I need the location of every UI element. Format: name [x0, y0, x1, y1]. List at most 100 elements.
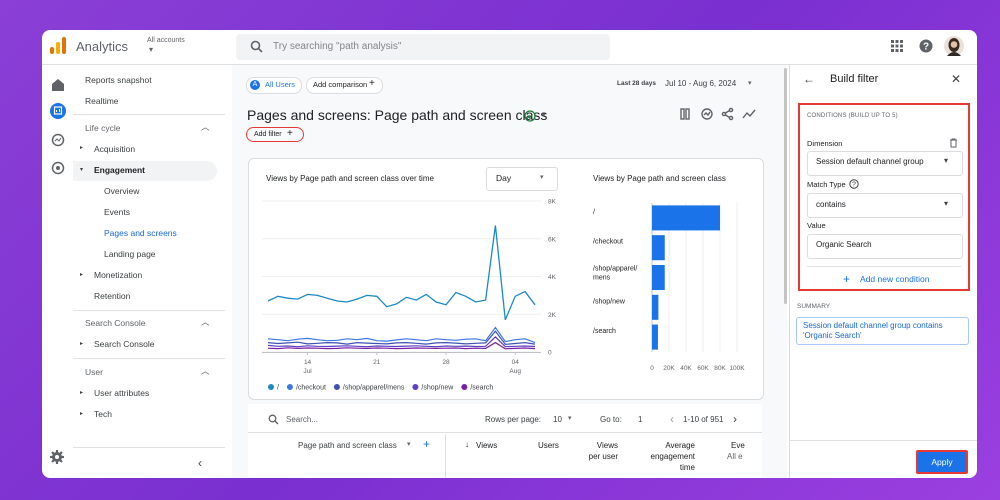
nav-item[interactable]: Tech — [94, 409, 112, 419]
y-tick-label: /search — [593, 328, 616, 335]
report-title: Pages and screens: Page path and screen … — [247, 107, 548, 123]
y-tick-label-line: /shop/apparel/ — [593, 266, 637, 273]
plus-icon: + — [369, 78, 375, 89]
series-line — [267, 341, 536, 350]
title-caret[interactable]: ▾ — [542, 112, 546, 119]
y-tick-label: / — [593, 209, 595, 216]
series-line — [267, 225, 536, 321]
search-placeholder: Try searching "path analysis" — [273, 41, 402, 52]
go-to[interactable]: 1 — [638, 415, 643, 424]
legend-label: /search — [470, 385, 493, 392]
chart-title: Views by Page path and screen class over… — [266, 174, 434, 183]
account-caret[interactable]: ▾ — [149, 45, 154, 54]
select-caret[interactable]: ▾ — [407, 441, 411, 448]
bar — [652, 235, 665, 261]
nav-subitem[interactable]: Events — [104, 207, 130, 217]
column-header[interactable]: Users — [538, 441, 559, 450]
x-tick-label: 100K — [729, 365, 745, 372]
add-dimension[interactable]: + — [423, 437, 431, 451]
column-header[interactable]: Eve — [731, 441, 745, 450]
nav-divider — [73, 447, 225, 448]
next-page[interactable]: › — [733, 412, 737, 426]
apply-button[interactable]: Apply — [916, 450, 968, 474]
x-tick-label: 28 — [442, 359, 450, 366]
dimension-select[interactable] — [807, 151, 963, 176]
nav-expanded-bg — [73, 161, 217, 181]
summary-heading: SUMMARY — [797, 303, 831, 310]
x-tick-label-line: Aug — [509, 368, 521, 375]
nav-subitem-selected[interactable]: Pages and screens — [104, 228, 177, 238]
table-search[interactable]: Search... — [286, 415, 319, 424]
nav-item[interactable]: Engagement — [94, 165, 146, 175]
date-range[interactable]: Jul 10 - Aug 6, 2024 — [665, 79, 737, 88]
chart-title: Views by Page path and screen class — [593, 174, 726, 183]
nav-item[interactable]: Retention — [94, 291, 131, 301]
legend-label: / — [277, 385, 279, 392]
nav-section[interactable]: Search Console — [85, 318, 146, 328]
nav-arrow: ▸ — [80, 411, 84, 417]
nav-chevron[interactable]: ︿ — [201, 122, 210, 132]
avatar[interactable] — [944, 36, 964, 56]
match-type-select[interactable] — [807, 193, 963, 218]
search-icon — [250, 40, 263, 53]
nav-item[interactable]: Search Console — [94, 339, 155, 349]
pagination: 1-10 of 951 — [683, 415, 724, 424]
nav-item[interactable]: Monetization — [94, 270, 143, 280]
go-to-label: Go to: — [600, 415, 622, 424]
nav-chevron[interactable]: ︿ — [201, 366, 210, 376]
account-label[interactable]: All accounts — [147, 37, 185, 44]
legend-label: /shop/new — [421, 385, 454, 392]
nav-chevron[interactable]: ︿ — [201, 317, 210, 327]
add-filter-chip[interactable] — [246, 127, 304, 142]
nav-item[interactable]: Acquisition — [94, 144, 136, 154]
add-filter: Add filter — [254, 131, 282, 138]
x-tick-label: 21 — [373, 359, 381, 366]
field-label: Match Type — [807, 180, 846, 189]
bar — [652, 324, 658, 350]
value-input[interactable] — [807, 234, 963, 259]
legend-marker — [412, 384, 419, 390]
help-icon[interactable]: ? — [849, 179, 859, 189]
granularity-select[interactable] — [486, 167, 558, 191]
close-button[interactable]: ✕ — [951, 72, 962, 86]
column-header[interactable]: Average engagement time — [650, 441, 695, 472]
nav-divider — [73, 358, 225, 359]
select-caret[interactable]: ▾ — [568, 415, 572, 422]
nav-subitem[interactable]: Overview — [104, 186, 140, 196]
column-header[interactable]: Page path and screen class — [298, 441, 397, 450]
nav-subitem[interactable]: Landing page — [104, 249, 156, 259]
nav-item[interactable]: User attributes — [94, 388, 150, 398]
summary: Session default channel group contains '… — [803, 321, 943, 340]
date-caret[interactable]: ▾ — [748, 80, 752, 87]
y-tick-label: /shop/new — [593, 298, 626, 305]
column-header[interactable]: Views — [476, 441, 498, 450]
plus-icon: + — [287, 128, 293, 139]
column-header[interactable]: Views per user — [588, 441, 618, 461]
plus-icon: + — [843, 272, 851, 286]
nav-rail[interactable] — [50, 77, 66, 177]
search-box[interactable] — [236, 34, 610, 60]
add-comparison-chip[interactable] — [306, 77, 383, 94]
apps-icon[interactable] — [891, 40, 903, 52]
nav-item[interactable]: Realtime — [85, 96, 119, 106]
segment-chip[interactable] — [246, 77, 302, 94]
settings-icon[interactable] — [50, 450, 64, 464]
column-subheader: All e — [727, 452, 743, 461]
select-caret: ▾ — [944, 199, 949, 208]
table — [248, 404, 762, 478]
add-condition[interactable]: Add new condition — [860, 274, 930, 284]
x-tick-label: 0 — [650, 365, 654, 372]
nav-item[interactable]: Reports snapshot — [85, 75, 152, 85]
nav-section[interactable]: Life cycle — [85, 123, 121, 133]
sort-arrow: ↓ — [465, 440, 469, 449]
panel-divider — [789, 65, 790, 478]
bar — [652, 294, 659, 320]
help-icon[interactable]: ? — [919, 39, 933, 53]
report-actions[interactable] — [679, 107, 759, 121]
nav-section[interactable]: User — [85, 367, 103, 377]
back-button[interactable]: ← — [803, 72, 815, 86]
collapse-nav[interactable]: ‹ — [198, 456, 202, 470]
delete-icon[interactable] — [949, 138, 958, 148]
prev-page[interactable]: ‹ — [670, 412, 674, 426]
rows-per-page[interactable]: 10 — [553, 415, 562, 424]
